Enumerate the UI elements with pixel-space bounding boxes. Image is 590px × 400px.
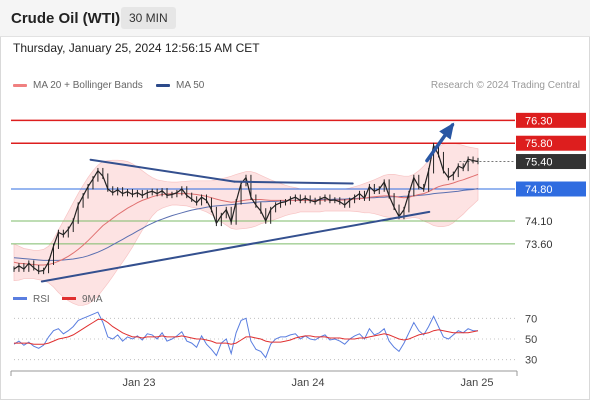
level-label-75.40: 75.40 [525, 157, 553, 169]
legend-ma50: MA 50 [156, 80, 204, 91]
instrument-title: Crude Oil (WTI) [11, 10, 121, 27]
x-tick-label-jan-25: Jan 25 [460, 377, 493, 389]
legend-ma50-label: MA 50 [176, 80, 205, 91]
rsi-swatch-icon [13, 297, 27, 300]
report-datetime: Thursday, January 25, 2024 12:56:15 AM C… [13, 41, 260, 55]
research-credit: Research © 2024 Trading Central [430, 80, 580, 91]
rsi-ma-line [14, 318, 479, 345]
level-tag-74.80 [516, 181, 586, 197]
level-tag-75.40 [516, 154, 586, 170]
trendline-1 [89, 158, 236, 183]
x-tick-label-jan-23: Jan 23 [122, 377, 155, 389]
level-tag-75.80 [516, 135, 586, 151]
header-bar: Crude Oil (WTI) 30 MIN [0, 0, 590, 37]
trendline-2 [233, 180, 354, 185]
x-tick-label-jan-24: Jan 24 [291, 377, 324, 389]
trendline-3 [40, 210, 431, 283]
ma20-line [13, 173, 479, 266]
level-label-76.30: 76.30 [525, 115, 553, 127]
projection-arrowhead-icon [439, 122, 455, 140]
legend-ma20-label: MA 20 + Bollinger Bands [33, 80, 143, 91]
rsi-tick-label-70: 70 [525, 313, 537, 325]
rsi-ma-swatch-icon [62, 297, 76, 300]
rsi-line [13, 311, 478, 359]
rsi-legend-label: RSI [33, 294, 50, 305]
ma50-swatch-icon [156, 84, 170, 87]
level-tag-76.30 [516, 112, 586, 128]
timeframe-badge[interactable]: 30 MIN [121, 7, 176, 29]
legend-ma20: MA 20 + Bollinger Bands [13, 80, 143, 91]
level-label-73.60: 73.60 [525, 239, 553, 251]
ma50-line [13, 188, 479, 261]
level-label-74.80: 74.80 [525, 184, 553, 196]
bollinger-band [13, 142, 479, 306]
ma20-swatch-icon [13, 84, 27, 87]
level-label-75.80: 75.80 [525, 138, 553, 150]
rsi-tick-label-50: 50 [525, 334, 537, 346]
rsi-tick-label-30: 30 [525, 355, 537, 367]
rsi-ma-legend-label: 9MA [82, 294, 103, 305]
level-label-74.10: 74.10 [525, 216, 553, 228]
